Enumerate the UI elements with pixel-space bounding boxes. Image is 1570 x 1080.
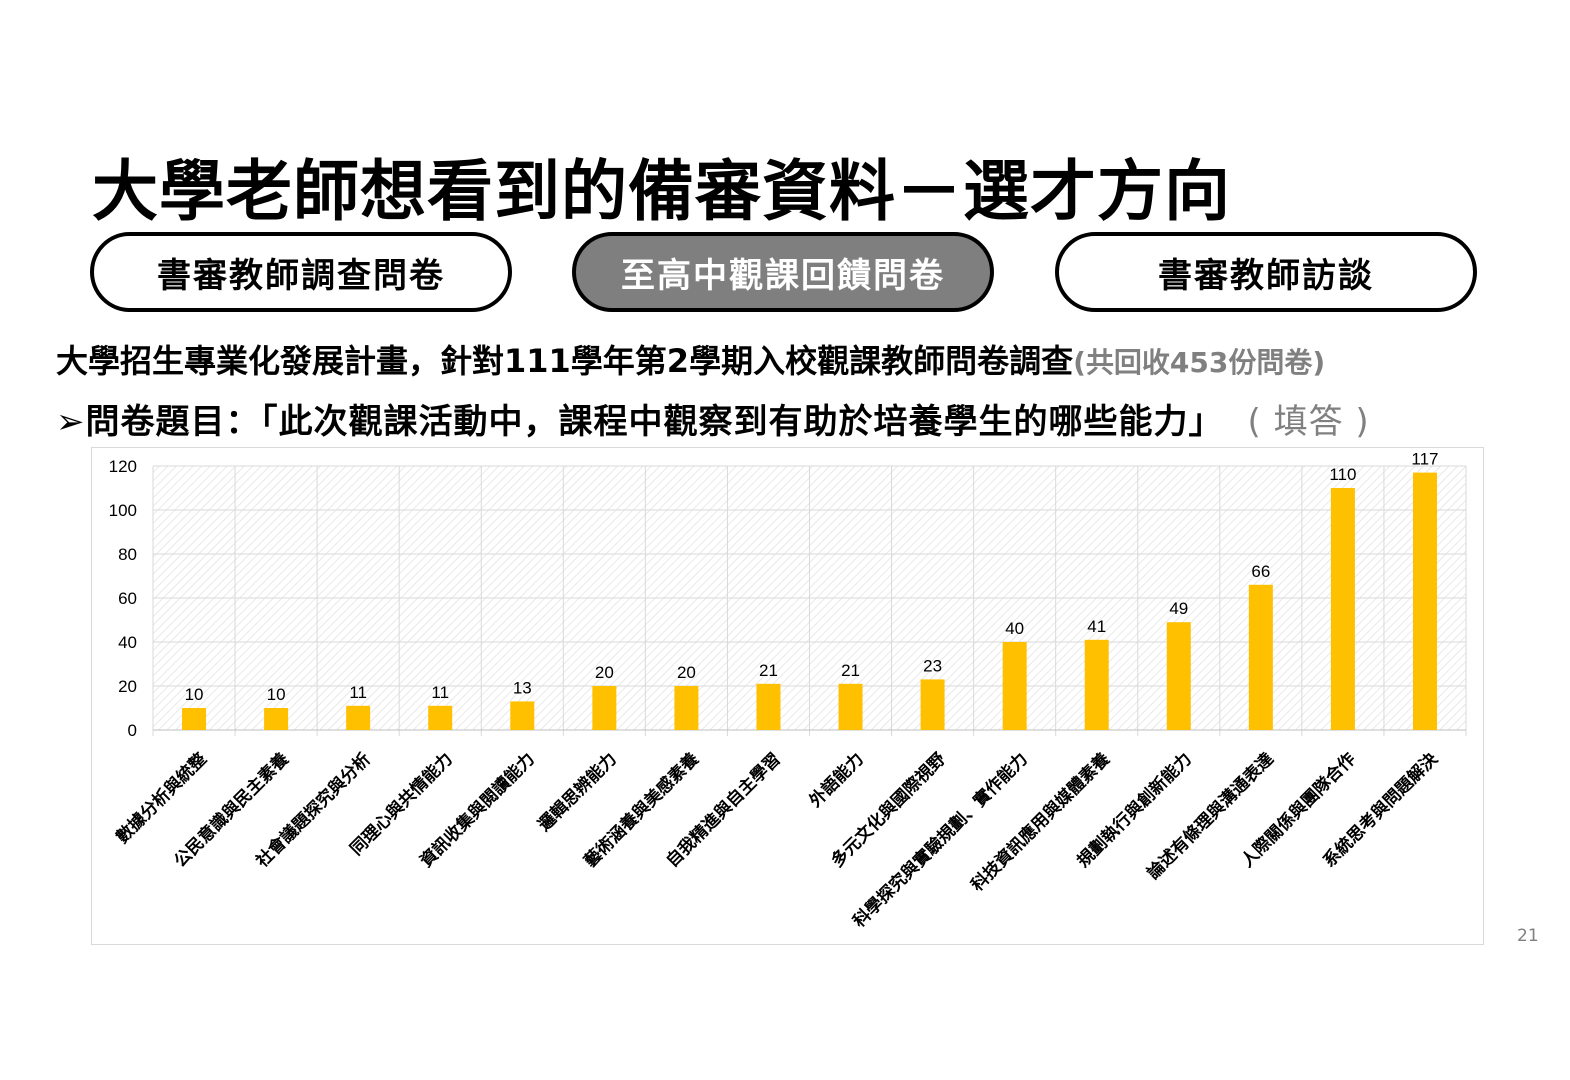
data-label: 11: [349, 683, 367, 702]
data-label: 41: [1087, 617, 1106, 636]
bar: [264, 708, 289, 730]
bar: [756, 683, 781, 730]
chart-container: 0 20 40 60 80 100 120 10 10 11 11 13 20 20 21 21 23 40 41 4…: [91, 447, 1484, 945]
data-label: 49: [1169, 599, 1188, 618]
survey-count-note: (共回收453份問卷): [1073, 346, 1326, 379]
bar: [838, 683, 863, 730]
page-number: 21: [1517, 926, 1539, 946]
data-label: 40: [1005, 619, 1024, 638]
bar: [510, 701, 535, 730]
data-label: 110: [1329, 465, 1356, 484]
bar: [592, 686, 617, 730]
bar: [1412, 472, 1437, 730]
tab-observation-feedback[interactable]: 至高中觀課回饋問卷: [572, 232, 994, 312]
data-label: 117: [1411, 450, 1438, 469]
bar: [428, 705, 453, 730]
question-note: ( 填答 ): [1247, 402, 1370, 442]
data-label: 66: [1251, 562, 1270, 581]
data-label: 10: [267, 685, 286, 704]
data-label: 21: [759, 661, 778, 680]
y-tick-label: 40: [118, 633, 137, 652]
data-label: 20: [595, 663, 614, 682]
bar: [346, 705, 371, 730]
bar: [920, 679, 945, 730]
data-label: 11: [431, 683, 449, 702]
bar: [674, 686, 699, 730]
data-label: 10: [185, 685, 204, 704]
bar-chart: 0 20 40 60 80 100 120 10 10 11 11 13 20 20 21 21 23 40 41 4…: [109, 450, 1467, 740]
data-label: 13: [513, 678, 532, 697]
page-title: 大學老師想看到的備審資料－選才方向: [92, 153, 1231, 230]
data-label: 23: [923, 656, 942, 675]
y-tick-label: 80: [118, 545, 137, 564]
question-text: 問卷題目：「此次觀課活動中，課程中觀察到有助於培養學生的哪些能力」: [85, 402, 1224, 442]
y-tick-label: 0: [128, 721, 137, 740]
bar: [182, 708, 207, 730]
bar: [1002, 642, 1027, 730]
tab-teacher-survey[interactable]: 書審教師調查問卷: [90, 232, 512, 312]
data-label: 21: [841, 661, 860, 680]
bar: [1330, 488, 1355, 730]
tab-teacher-interview[interactable]: 書審教師訪談: [1055, 232, 1477, 312]
survey-description-main: 大學招生專業化發展計畫，針對111學年第2學期入校觀課教師問卷調查: [56, 342, 1074, 380]
y-tick-label: 100: [109, 501, 137, 520]
question-line: ➢問卷題目：「此次觀課活動中，課程中觀察到有助於培養學生的哪些能力」 ( 填答 ): [56, 394, 1370, 443]
y-tick-label: 20: [118, 677, 137, 696]
bullet-arrow-icon: ➢: [56, 402, 86, 442]
y-tick-label: 120: [109, 457, 137, 476]
bar: [1166, 622, 1191, 730]
bar: [1248, 584, 1273, 730]
data-label: 20: [677, 663, 696, 682]
y-tick-label: 60: [118, 589, 137, 608]
bar: [1084, 639, 1109, 730]
survey-description: 大學招生專業化發展計畫，針對111學年第2學期入校觀課教師問卷調查(共回收453…: [56, 336, 1325, 382]
